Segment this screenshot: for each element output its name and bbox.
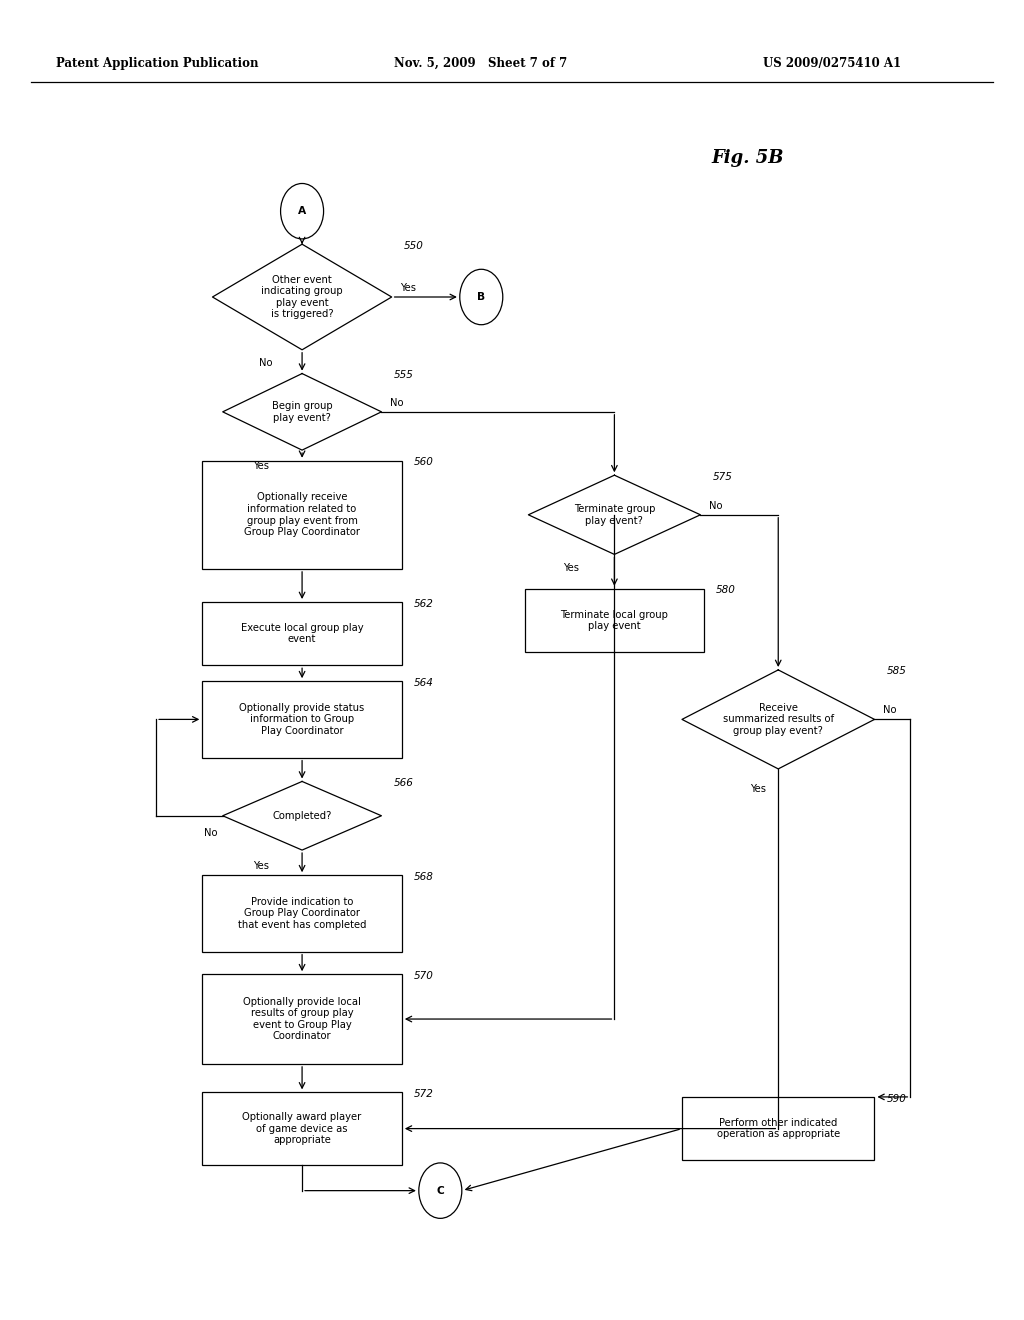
Polygon shape	[213, 244, 391, 350]
FancyBboxPatch shape	[202, 875, 401, 952]
Text: Fig. 5B: Fig. 5B	[712, 149, 784, 168]
Text: No: No	[259, 358, 272, 368]
Text: No: No	[204, 828, 217, 838]
Text: No: No	[883, 705, 896, 715]
Text: 580: 580	[717, 585, 736, 595]
FancyBboxPatch shape	[682, 1097, 874, 1160]
Polygon shape	[222, 374, 381, 450]
Polygon shape	[222, 781, 381, 850]
Text: 555: 555	[393, 370, 414, 380]
Text: A: A	[298, 206, 306, 216]
Text: 575: 575	[713, 471, 732, 482]
Text: Yes: Yes	[253, 461, 269, 471]
Text: Patent Application Publication: Patent Application Publication	[56, 57, 259, 70]
Text: Yes: Yes	[750, 784, 766, 793]
Text: Nov. 5, 2009   Sheet 7 of 7: Nov. 5, 2009 Sheet 7 of 7	[394, 57, 567, 70]
Text: Yes: Yes	[399, 282, 416, 293]
Text: 590: 590	[887, 1093, 906, 1104]
Text: Optionally award player
of game device as
appropriate: Optionally award player of game device a…	[243, 1111, 361, 1146]
FancyBboxPatch shape	[202, 681, 401, 758]
Circle shape	[460, 269, 503, 325]
Text: Optionally receive
information related to
group play event from
Group Play Coord: Optionally receive information related t…	[244, 492, 360, 537]
Text: Other event
indicating group
play event
is triggered?: Other event indicating group play event …	[261, 275, 343, 319]
Text: 568: 568	[414, 871, 434, 882]
Text: 585: 585	[887, 667, 906, 676]
Text: Begin group
play event?: Begin group play event?	[271, 401, 333, 422]
FancyBboxPatch shape	[202, 461, 401, 569]
Circle shape	[281, 183, 324, 239]
Text: Yes: Yes	[253, 861, 269, 871]
Text: Receive
summarized results of
group play event?: Receive summarized results of group play…	[723, 702, 834, 737]
Text: Completed?: Completed?	[272, 810, 332, 821]
Text: 564: 564	[414, 677, 434, 688]
Text: 560: 560	[414, 457, 434, 467]
Polygon shape	[682, 671, 874, 768]
Text: US 2009/0275410 A1: US 2009/0275410 A1	[763, 57, 901, 70]
Text: 572: 572	[414, 1089, 434, 1098]
Text: No: No	[389, 397, 403, 408]
FancyBboxPatch shape	[202, 974, 401, 1064]
Text: No: No	[709, 500, 722, 511]
Text: Execute local group play
event: Execute local group play event	[241, 623, 364, 644]
Text: Perform other indicated
operation as appropriate: Perform other indicated operation as app…	[717, 1118, 840, 1139]
Text: Optionally provide status
information to Group
Play Coordinator: Optionally provide status information to…	[240, 702, 365, 737]
Text: Terminate group
play event?: Terminate group play event?	[573, 504, 655, 525]
Text: C: C	[436, 1185, 444, 1196]
FancyBboxPatch shape	[202, 1093, 401, 1166]
Text: Optionally provide local
results of group play
event to Group Play
Coordinator: Optionally provide local results of grou…	[243, 997, 361, 1041]
Text: 570: 570	[414, 970, 434, 981]
Text: Provide indication to
Group Play Coordinator
that event has completed: Provide indication to Group Play Coordin…	[238, 896, 367, 931]
Polygon shape	[528, 475, 700, 554]
Text: Yes: Yes	[563, 562, 580, 573]
FancyBboxPatch shape	[524, 589, 705, 652]
Text: 550: 550	[403, 240, 424, 251]
Text: Terminate local group
play event: Terminate local group play event	[560, 610, 669, 631]
Circle shape	[419, 1163, 462, 1218]
FancyBboxPatch shape	[202, 602, 401, 665]
Text: 566: 566	[393, 777, 414, 788]
Text: 562: 562	[414, 598, 434, 609]
Text: B: B	[477, 292, 485, 302]
